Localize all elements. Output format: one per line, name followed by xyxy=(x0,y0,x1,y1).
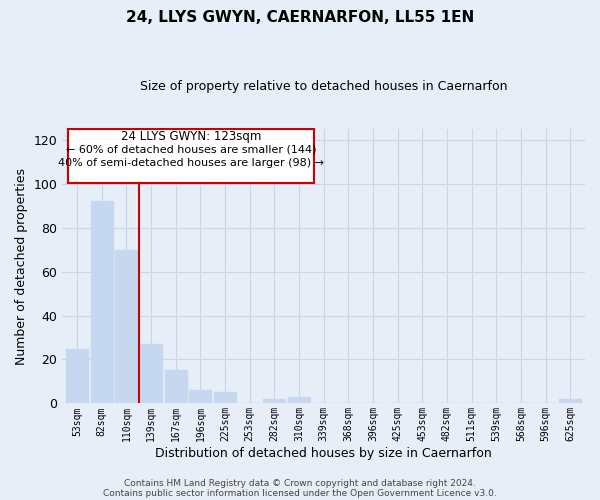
FancyBboxPatch shape xyxy=(68,129,314,182)
Bar xyxy=(66,348,88,404)
Bar xyxy=(164,370,187,404)
Bar xyxy=(115,250,137,404)
Bar xyxy=(559,399,581,404)
Y-axis label: Number of detached properties: Number of detached properties xyxy=(15,168,28,364)
Bar xyxy=(91,202,113,404)
Bar xyxy=(288,397,310,404)
Text: 24 LLYS GWYN: 123sqm: 24 LLYS GWYN: 123sqm xyxy=(121,130,262,143)
Text: 40% of semi-detached houses are larger (98) →: 40% of semi-detached houses are larger (… xyxy=(58,158,324,168)
Text: 24, LLYS GWYN, CAERNARFON, LL55 1EN: 24, LLYS GWYN, CAERNARFON, LL55 1EN xyxy=(126,10,474,25)
Text: Contains HM Land Registry data © Crown copyright and database right 2024.: Contains HM Land Registry data © Crown c… xyxy=(124,478,476,488)
Bar xyxy=(214,392,236,404)
Bar xyxy=(263,399,286,404)
Title: Size of property relative to detached houses in Caernarfon: Size of property relative to detached ho… xyxy=(140,80,508,93)
Text: Contains public sector information licensed under the Open Government Licence v3: Contains public sector information licen… xyxy=(103,488,497,498)
X-axis label: Distribution of detached houses by size in Caernarfon: Distribution of detached houses by size … xyxy=(155,447,492,460)
Text: ← 60% of detached houses are smaller (144): ← 60% of detached houses are smaller (14… xyxy=(66,145,316,155)
Bar xyxy=(140,344,162,404)
Bar xyxy=(189,390,211,404)
